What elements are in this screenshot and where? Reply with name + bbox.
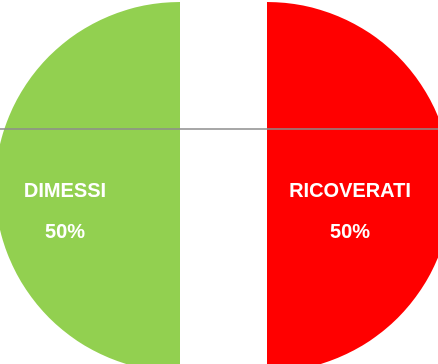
pie-slice-dimessi: [0, 2, 180, 364]
slice-name-label-ricoverati: RICOVERATI: [289, 180, 411, 202]
slice-value-label-dimessi: 50%: [45, 221, 85, 243]
slice-name-label-dimessi: DIMESSI: [24, 180, 106, 202]
slice-value-label-ricoverati: 50%: [330, 221, 370, 243]
pie-slice-ricoverati: [267, 2, 438, 364]
